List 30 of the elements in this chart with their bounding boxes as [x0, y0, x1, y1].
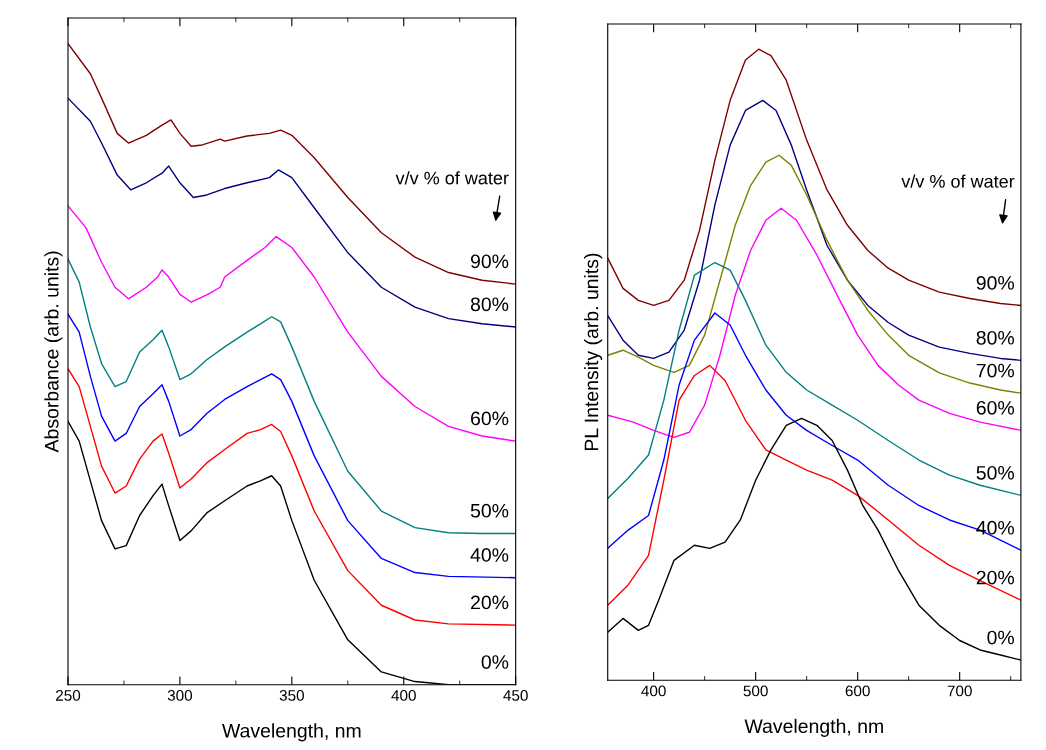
x-tick-label: 350: [279, 690, 304, 701]
x-tick-label: 450: [503, 690, 528, 701]
x-tick-label: 400: [641, 685, 666, 697]
x-tick-label: 500: [743, 685, 768, 697]
series-label: 40%: [976, 520, 1015, 535]
x-tick-label: 250: [56, 690, 81, 701]
y-axis-title: PL Intensity (arb. units): [584, 253, 603, 451]
series-label: 0%: [481, 655, 509, 669]
y-axis-title: Absorbance (arb. units): [44, 251, 63, 453]
series-label: 80%: [470, 297, 509, 312]
series-label: 50%: [976, 465, 1015, 480]
series-label: 40%: [470, 548, 509, 562]
series-label: 90%: [976, 276, 1015, 290]
x-axis-title: Wavelength, nm: [744, 718, 883, 737]
x-tick-label: 700: [947, 685, 972, 697]
x-axis-title: Wavelength, nm: [222, 723, 361, 742]
x-tick-label: 300: [167, 690, 193, 701]
series-label: 50%: [470, 503, 509, 518]
series-label: 60%: [976, 400, 1015, 415]
series-label: 20%: [471, 595, 509, 610]
x-tick-label: 400: [391, 690, 416, 701]
annotation: v/v % of water: [901, 174, 1015, 188]
series-label: 70%: [976, 363, 1015, 378]
annotation: v/v % of water: [395, 171, 509, 185]
series-label: 20%: [976, 570, 1015, 585]
series-label: 90%: [470, 254, 509, 269]
x-tick-label: 600: [845, 685, 870, 697]
series-label: 0%: [987, 630, 1015, 645]
series-label: 60%: [471, 411, 509, 426]
series-label: 80%: [976, 330, 1015, 345]
